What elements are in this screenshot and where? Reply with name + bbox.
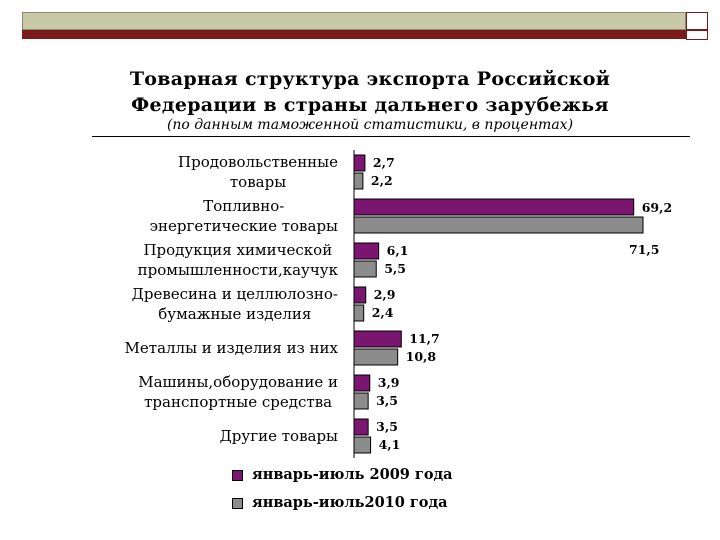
data-label: 2,2: [370, 173, 393, 188]
accent-line: [22, 30, 708, 39]
legend-label-2010: январь-июль2010 года: [252, 494, 448, 511]
title-rule: [92, 136, 690, 137]
data-label: 10,8: [405, 349, 437, 364]
bar-series-1: [353, 242, 380, 260]
bar-series-2: [353, 436, 372, 454]
legend-swatch-2009: [232, 470, 243, 481]
header-square: [686, 12, 708, 30]
data-label: 71,5: [629, 242, 660, 257]
legend-label-2009: январь-июль 2009 года: [252, 466, 453, 483]
legend-swatch-2010: [232, 498, 243, 509]
bar-series-2: [353, 260, 377, 278]
bar-series-2: [353, 304, 365, 322]
bar-series-2: [353, 348, 399, 366]
data-label: 2,4: [371, 305, 394, 320]
category-label-line: бумажные изделия: [158, 305, 312, 323]
bar-series-2: [353, 216, 644, 234]
bar-series-1: [353, 154, 366, 172]
category-label-line: Продукция химической: [143, 241, 333, 259]
category-label-line: товары: [229, 173, 287, 191]
bar-series-2: [353, 172, 364, 190]
data-label: 4,1: [378, 437, 401, 452]
category-label-line: Топливно-: [203, 197, 285, 215]
bar-series-1: [353, 198, 635, 216]
category-label: Другие товары: [220, 426, 338, 446]
category-label-line: энергетические товары: [149, 217, 338, 235]
title-line-1: Товарная структура экспорта Российской: [129, 68, 611, 90]
category-label: Древесина и целлюлозно-бумажные изделия: [132, 284, 338, 324]
category-label-line: транспортные средства: [144, 393, 333, 411]
bar-series-1: [353, 286, 367, 304]
data-label: 2,9: [373, 287, 396, 302]
category-label: Продукция химической промышленности,каучу…: [138, 240, 338, 280]
category-label: Металлы и изделия из них: [125, 338, 338, 358]
data-label: 6,1: [386, 243, 409, 258]
chart-title: Товарная структура экспорта Российской Ф…: [60, 66, 680, 118]
data-label: 11,7: [409, 331, 440, 346]
bar-series-1: [353, 374, 371, 392]
category-label-line: Металлы и изделия из них: [124, 339, 338, 357]
title-line-2: Федерации в страны дальнего зарубежья: [131, 94, 609, 116]
header-band: [22, 12, 686, 30]
category-label-line: Машины,оборудование и: [138, 373, 338, 391]
data-label: 69,2: [641, 200, 673, 215]
category-label: Машины,оборудование и транспортные средст…: [138, 372, 338, 412]
category-label-line: промышленности,каучук: [137, 261, 338, 279]
chart-subtitle: (по данным таможенной статистики, в проц…: [166, 117, 574, 133]
bar-series-1: [353, 418, 369, 436]
data-label: 3,9: [377, 375, 400, 390]
category-label-line: Другие товары: [219, 427, 338, 445]
data-label: 3,5: [376, 393, 398, 408]
bar-series-2: [353, 392, 369, 410]
category-label-line: Продовольственные: [178, 153, 338, 171]
category-label-line: Древесина и целлюлозно-: [131, 285, 338, 303]
data-label: 2,7: [372, 155, 395, 170]
category-label: Топливно-энергетические товары: [150, 196, 338, 236]
data-label: 3,5: [376, 419, 398, 434]
bar-series-1: [353, 330, 402, 348]
category-label: Продовольственные товары: [178, 152, 338, 192]
data-label: 5,5: [384, 261, 406, 276]
accent-square: [686, 30, 708, 40]
